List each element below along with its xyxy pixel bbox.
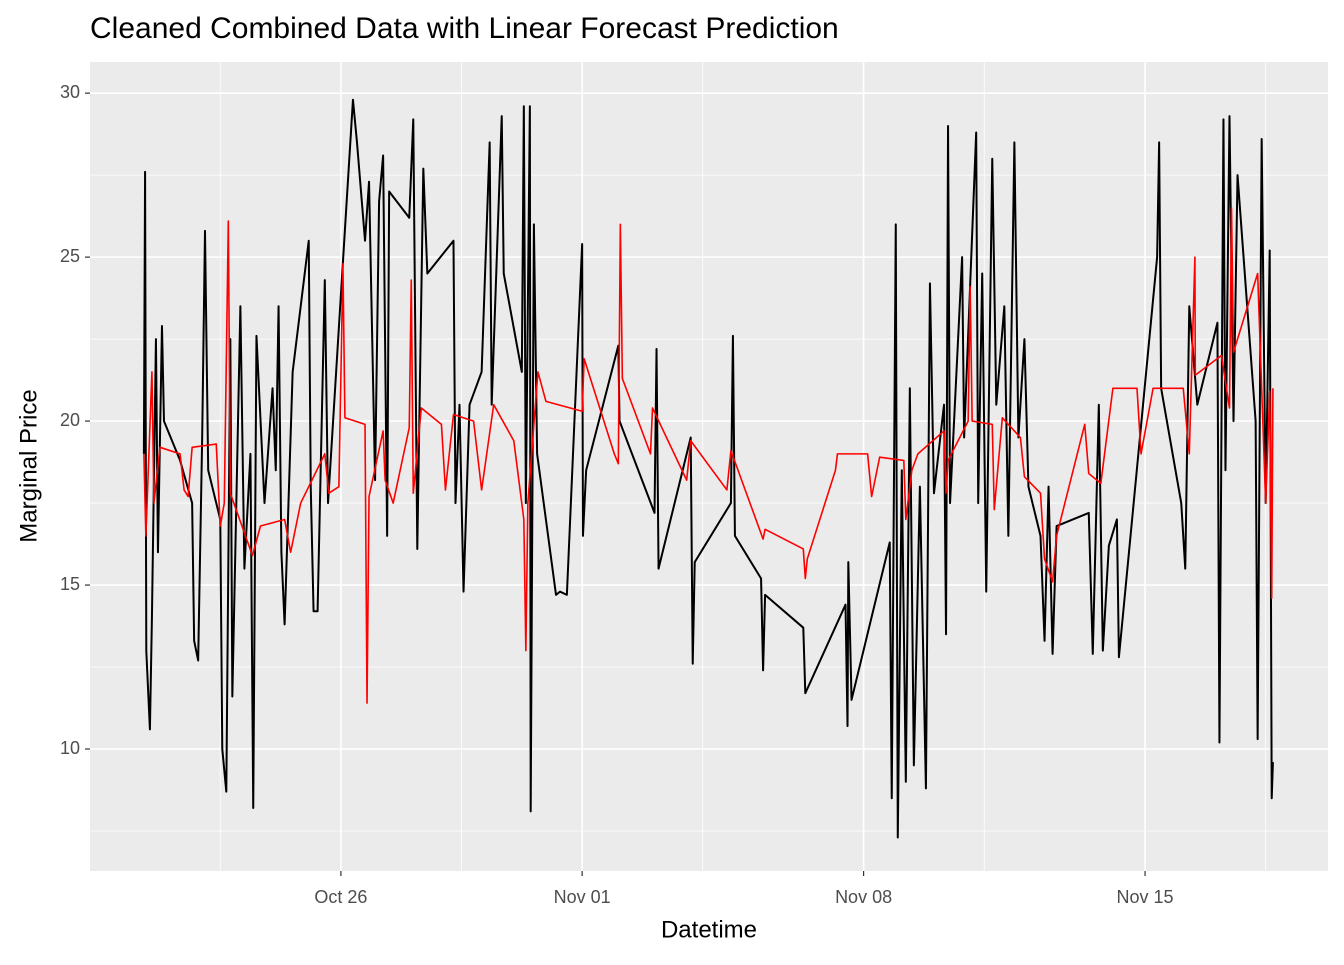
y-tick-label: 25	[60, 246, 80, 266]
data-line	[143, 207, 1274, 704]
x-tick-label: Nov 08	[835, 887, 892, 907]
y-tick-label: 15	[60, 574, 80, 594]
y-tick-label: 10	[60, 738, 80, 758]
y-tick-label: 20	[60, 410, 80, 430]
chart-title: Cleaned Combined Data with Linear Foreca…	[90, 12, 839, 45]
x-tick-label: Nov 01	[554, 887, 611, 907]
x-tick-label: Oct 26	[314, 887, 367, 907]
y-axis-title: Marginal Price	[15, 389, 42, 542]
x-axis-title: Datetime	[661, 916, 757, 943]
data-line	[142, 98, 1274, 839]
x-tick-label: Nov 15	[1117, 887, 1174, 907]
y-tick-label: 30	[60, 82, 80, 102]
